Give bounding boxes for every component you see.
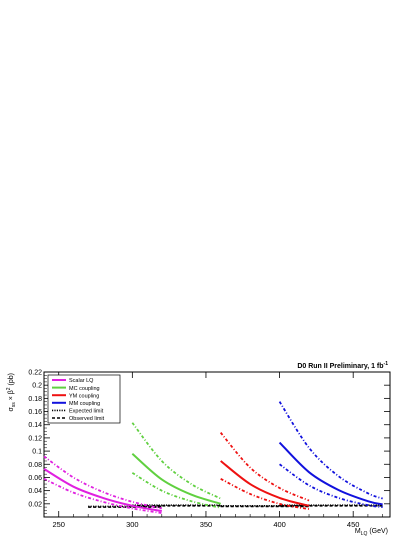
series-curves [43,401,383,514]
y-tick-label: 0.18 [28,396,42,403]
mm-coupling-line [278,441,383,506]
x-tick-label: 350 [200,520,213,529]
y-tick-label: 0.04 [28,488,42,495]
chart-title-main: D0 Run II Preliminary, 1 fb [297,363,383,370]
x-axis-label-main: M [355,528,361,535]
y-tick-label: 0.14 [28,422,42,429]
y-axis-label-times: × β [8,390,15,402]
legend-label-expected-limit: Expected limit [69,409,104,415]
chart-title-sup: -1 [384,361,389,367]
y-tick-label: 0.12 [28,435,42,442]
mc-coupling-band-lower [131,472,221,509]
y-tick-label: 0.02 [28,501,42,508]
y-axis-label-main: σ [8,407,15,412]
y-tick-label: 0.2 [32,383,42,390]
chart-title: D0 Run II Preliminary, 1 fb-1 [297,361,388,370]
legend-label-mm-coupling: MM coupling [69,401,100,407]
x-axis-label: MLQ (GeV) [355,528,388,537]
mc-coupling-band-upper [131,422,222,500]
x-tick-label: 250 [52,520,65,529]
legend-label-observed-limit: Observed limit [69,416,105,422]
mm-coupling-band-upper [278,401,383,500]
ym-coupling-line [220,460,310,507]
ym-coupling-band-upper [219,432,310,502]
y-axis-label-sup: 2 [6,387,12,390]
y-axis-label-unit: (pb) [8,373,15,387]
x-axis-label-sub: LQ [361,531,368,537]
limit-lines [88,504,383,508]
ym-coupling-band-lower [220,477,310,510]
mm-coupling-band-lower [279,463,383,509]
scalar-lq-band-upper [43,455,162,510]
scalar-lq-line [43,468,162,513]
x-tick-label: 400 [273,520,286,529]
x-axis-label-unit: (GeV) [367,528,388,535]
y-axis-label-sub: ss [11,402,17,408]
y-tick-label: 0.08 [28,462,42,469]
y-tick-label: 0.06 [28,475,42,482]
y-tick-label: 0.1 [32,449,42,456]
x-tick-label: 450 [347,520,360,529]
mc-coupling-line [131,452,221,505]
legend-label-scalar-lq: Scalar LQ [69,378,94,384]
y-tick-label: 0.22 [28,370,42,377]
y-tick-label: 0.16 [28,409,42,416]
legend-label-mc-coupling: MC coupling [69,386,100,392]
x-tick-label: 300 [126,520,139,529]
axis-ticks: 250 300 350 400 450 0.02 0.04 0.06 0.08 0.1 0.12 0.… [28,370,390,529]
y-axis-label: σss × β2 (pb) [6,373,17,412]
legend-label-ym-coupling: YM coupling [69,393,99,399]
legend-box [47,374,121,424]
